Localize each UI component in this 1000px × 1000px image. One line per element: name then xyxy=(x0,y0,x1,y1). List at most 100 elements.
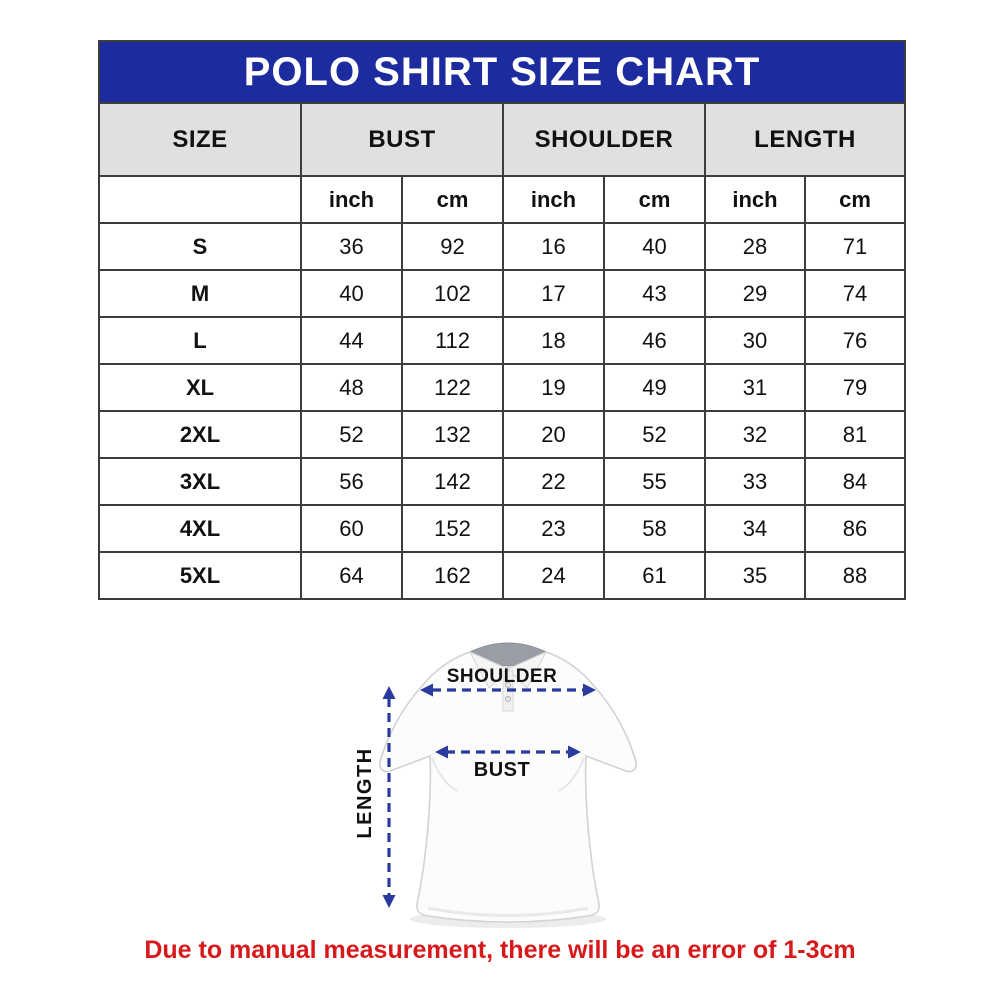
measurement-cell: 58 xyxy=(603,504,706,553)
unit-cell-shoulder-inch: inch xyxy=(502,175,605,224)
measurement-cell: 61 xyxy=(603,551,706,600)
table-row: S 36 92 16 40 28 71 xyxy=(98,222,907,271)
measurement-cell: 152 xyxy=(401,504,504,553)
measurement-cell: 132 xyxy=(401,410,504,459)
measurement-cell: 64 xyxy=(300,551,403,600)
column-header-shoulder: SHOULDER xyxy=(502,102,706,177)
measurement-cell: 40 xyxy=(603,222,706,271)
size-cell: L xyxy=(98,316,302,365)
measurement-cell: 79 xyxy=(803,363,907,412)
column-header-length: LENGTH xyxy=(703,102,907,177)
measurement-cell: 30 xyxy=(704,316,806,365)
measurement-cell: 88 xyxy=(803,551,907,600)
measurement-cell: 86 xyxy=(803,504,907,553)
column-header-size: SIZE xyxy=(98,102,302,177)
measurement-cell: 34 xyxy=(704,504,806,553)
measurement-cell: 122 xyxy=(401,363,504,412)
size-cell: 4XL xyxy=(98,504,302,553)
length-arrowhead-bottom xyxy=(382,895,396,908)
collar-right-point xyxy=(506,650,548,689)
size-cell: 5XL xyxy=(98,551,302,600)
unit-cell-length-inch: inch xyxy=(704,175,806,224)
bust-arrowhead-right xyxy=(568,745,581,759)
measurement-cell: 142 xyxy=(401,457,504,506)
measurement-cell: 35 xyxy=(704,551,806,600)
size-cell: S xyxy=(98,222,302,271)
button-bottom xyxy=(504,695,512,703)
shoulder-arrowhead-left xyxy=(420,683,433,697)
measurement-cell: 36 xyxy=(300,222,403,271)
unit-cell-shoulder-cm: cm xyxy=(603,175,706,224)
measurement-cell: 28 xyxy=(704,222,806,271)
shirt-crease-right xyxy=(557,757,585,792)
size-cell: M xyxy=(98,269,302,318)
measurement-cell: 162 xyxy=(401,551,504,600)
measurement-cell: 46 xyxy=(603,316,706,365)
size-rows: S 36 92 16 40 28 71 M 40 102 17 43 29 74 L 44 112 18 46 30 7… xyxy=(98,222,907,600)
measurement-cell: 81 xyxy=(803,410,907,459)
bust-arrowhead-left xyxy=(435,745,448,759)
measurement-cell: 18 xyxy=(502,316,605,365)
measurement-cell: 40 xyxy=(300,269,403,318)
table-row: 2XL 52 132 20 52 32 81 xyxy=(98,410,907,459)
table-row: 4XL 60 152 23 58 34 86 xyxy=(98,504,907,553)
unit-header-row: inch cm inch cm inch cm xyxy=(98,175,907,224)
measurement-cell: 20 xyxy=(502,410,605,459)
measurement-cell: 60 xyxy=(300,504,403,553)
column-header-row: SIZE BUST SHOULDER LENGTH xyxy=(98,102,907,177)
measurement-cell: 84 xyxy=(803,457,907,506)
shirt-hem-shade xyxy=(427,906,589,917)
length-label: LENGTH xyxy=(354,747,376,838)
measurement-cell: 23 xyxy=(502,504,605,553)
measurement-cell: 32 xyxy=(704,410,806,459)
measurement-cell: 44 xyxy=(300,316,403,365)
measurement-cell: 43 xyxy=(603,269,706,318)
page-title: POLO SHIRT SIZE CHART xyxy=(97,40,907,104)
collar-left-point xyxy=(468,650,510,689)
size-chart-table: POLO SHIRT SIZE CHART SIZE BUST SHOULDER… xyxy=(97,40,907,600)
measurement-cell: 49 xyxy=(603,363,706,412)
measurement-cell: 55 xyxy=(603,457,706,506)
measurement-cell: 29 xyxy=(704,269,806,318)
button-top xyxy=(504,681,512,689)
shoulder-label: SHOULDER xyxy=(447,666,558,687)
measurement-cell: 74 xyxy=(803,269,907,318)
bust-label: BUST xyxy=(474,759,530,781)
measurement-cell: 17 xyxy=(502,269,605,318)
measurement-cell: 33 xyxy=(704,457,806,506)
measurement-cell: 56 xyxy=(300,457,403,506)
measurement-cell: 112 xyxy=(401,316,504,365)
size-cell: 2XL xyxy=(98,410,302,459)
table-row: 5XL 64 162 24 61 35 88 xyxy=(98,551,907,600)
unit-cell-bust-cm: cm xyxy=(401,175,504,224)
length-arrowhead-top xyxy=(382,686,396,699)
table-row: 3XL 56 142 22 55 33 84 xyxy=(98,457,907,506)
measurement-cell: 92 xyxy=(401,222,504,271)
unit-cell-bust-inch: inch xyxy=(300,175,403,224)
table-row: XL 48 122 19 49 31 79 xyxy=(98,363,907,412)
size-cell: 3XL xyxy=(98,457,302,506)
measurement-cell: 102 xyxy=(401,269,504,318)
shirt-crease-left xyxy=(431,757,459,792)
measurement-cell: 24 xyxy=(502,551,605,600)
measurement-cell: 52 xyxy=(603,410,706,459)
measurement-cell: 48 xyxy=(300,363,403,412)
measurement-cell: 76 xyxy=(803,316,907,365)
title-bar: POLO SHIRT SIZE CHART xyxy=(97,40,907,104)
polo-shirt-illustration: SHOULDER BUST LENGTH xyxy=(354,642,637,928)
measurement-disclaimer: Due to manual measurement, there will be… xyxy=(144,936,856,964)
shoulder-arrowhead-right xyxy=(583,683,596,697)
measurement-cell: 71 xyxy=(803,222,907,271)
table-row: L 44 112 18 46 30 76 xyxy=(98,316,907,365)
measurement-cell: 19 xyxy=(502,363,605,412)
table-row: M 40 102 17 43 29 74 xyxy=(98,269,907,318)
measurement-cell: 16 xyxy=(502,222,605,271)
unit-blank-cell xyxy=(98,175,302,224)
measurement-cell: 22 xyxy=(502,457,605,506)
measurement-cell: 52 xyxy=(300,410,403,459)
measurement-cell: 31 xyxy=(704,363,806,412)
size-cell: XL xyxy=(98,363,302,412)
unit-cell-length-cm: cm xyxy=(803,175,907,224)
column-header-bust: BUST xyxy=(300,102,504,177)
